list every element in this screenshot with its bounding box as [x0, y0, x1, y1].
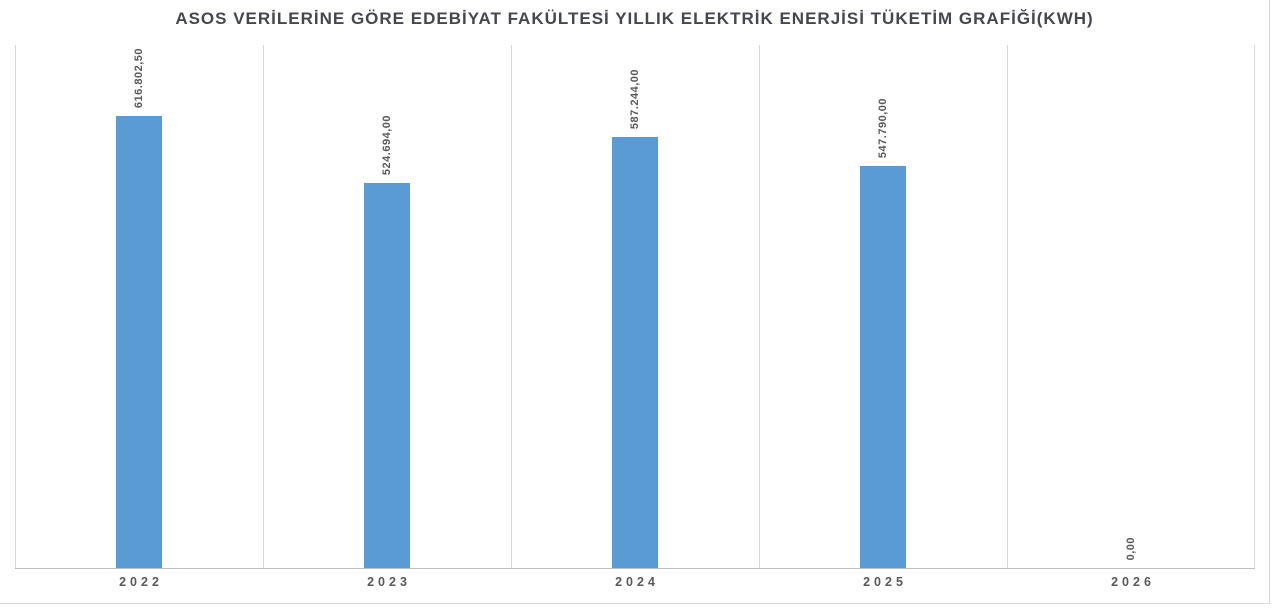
x-axis-label-2023: 2023	[367, 575, 411, 589]
gridline	[15, 45, 16, 568]
bar-2022	[116, 115, 162, 568]
x-axis-label-2022: 2022	[119, 575, 163, 589]
x-axis-label-2026: 2026	[1111, 575, 1155, 589]
bar-2024	[612, 137, 658, 568]
data-label-2025: 547.790,00	[877, 98, 889, 159]
x-axis: 2022 2023 2024 2025 2026	[15, 575, 1255, 597]
data-label-2024: 587.244,00	[629, 69, 641, 130]
x-axis-label-2025: 2025	[863, 575, 907, 589]
bar-2025	[860, 166, 906, 568]
bar-2023	[364, 183, 410, 568]
gridline	[1007, 45, 1008, 568]
plot-area: 616.802,50 524.694,00 587.244,00 547.790,00…	[15, 45, 1255, 569]
gridline	[263, 45, 264, 568]
data-label-2023: 524.694,00	[381, 115, 393, 176]
data-label-2026: 0,00	[1125, 536, 1137, 560]
gridline	[1254, 45, 1255, 568]
gridline	[511, 45, 512, 568]
gridline	[759, 45, 760, 568]
x-axis-label-2024: 2024	[615, 575, 659, 589]
data-label-2022: 616.802,50	[133, 47, 145, 108]
chart-title: ASOS VERİLERİNE GÖRE EDEBİYAT FAKÜLTESİ …	[175, 9, 1094, 28]
